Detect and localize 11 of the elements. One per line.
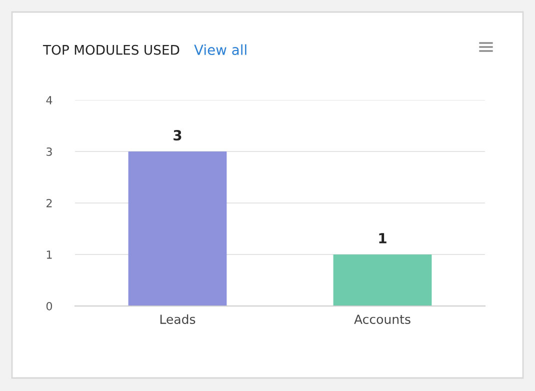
data-label: 3 (174, 130, 182, 140)
x-tick-label: Accounts (354, 314, 410, 324)
chart-title: TOP MODULES USED (42, 44, 180, 55)
y-tick-label: 3 (46, 147, 52, 156)
y-tick-label: 1 (46, 250, 52, 259)
text: View all (194, 44, 246, 56)
y-tick-label: 4 (46, 96, 52, 104)
y-tick-label: 0 (46, 302, 52, 310)
y-tick-label: 2 (46, 198, 52, 208)
data-label: 1 (379, 233, 386, 244)
x-tick-label: Leads (160, 314, 196, 324)
